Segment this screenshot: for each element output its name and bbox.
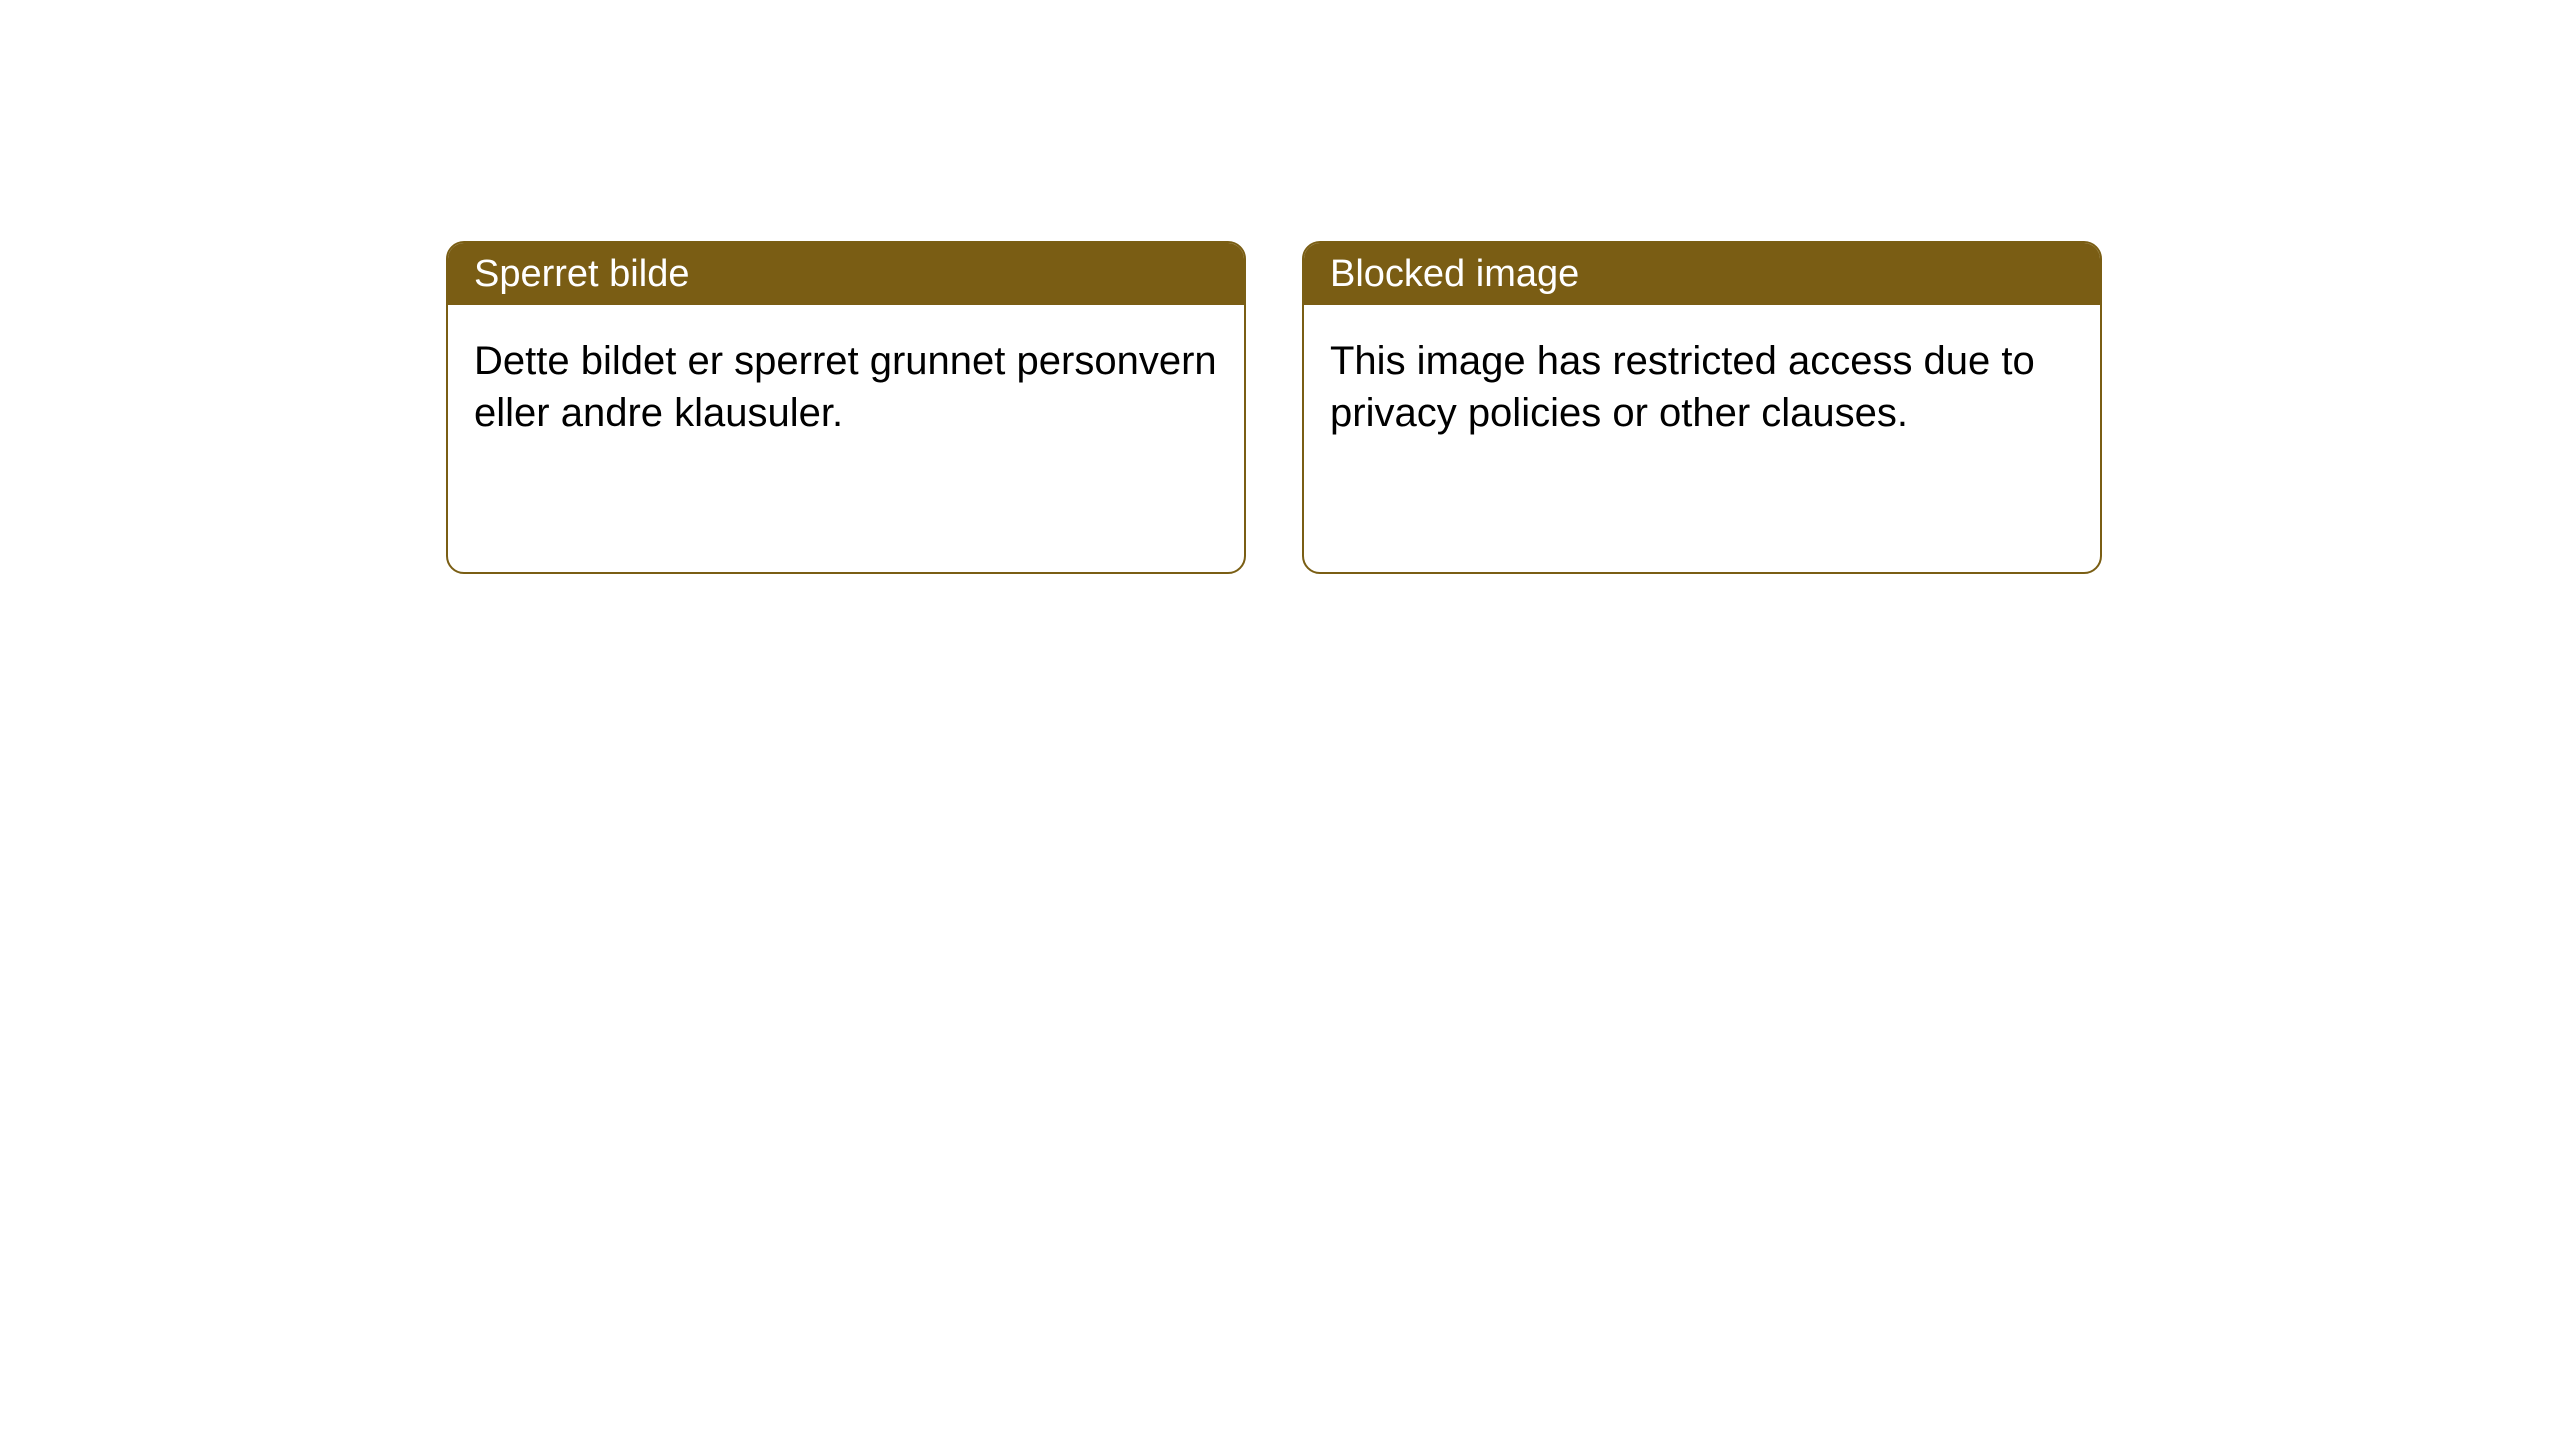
notice-card-norwegian: Sperret bilde Dette bildet er sperret gr… [446, 241, 1246, 574]
notice-container: Sperret bilde Dette bildet er sperret gr… [446, 241, 2102, 574]
notice-body: This image has restricted access due to … [1304, 305, 2100, 469]
notice-body-text: This image has restricted access due to … [1330, 339, 2035, 435]
notice-header: Blocked image [1304, 243, 2100, 305]
notice-body: Dette bildet er sperret grunnet personve… [448, 305, 1244, 469]
notice-title: Blocked image [1330, 253, 1579, 296]
notice-card-english: Blocked image This image has restricted … [1302, 241, 2102, 574]
notice-header: Sperret bilde [448, 243, 1244, 305]
notice-title: Sperret bilde [474, 253, 689, 296]
notice-body-text: Dette bildet er sperret grunnet personve… [474, 339, 1217, 435]
